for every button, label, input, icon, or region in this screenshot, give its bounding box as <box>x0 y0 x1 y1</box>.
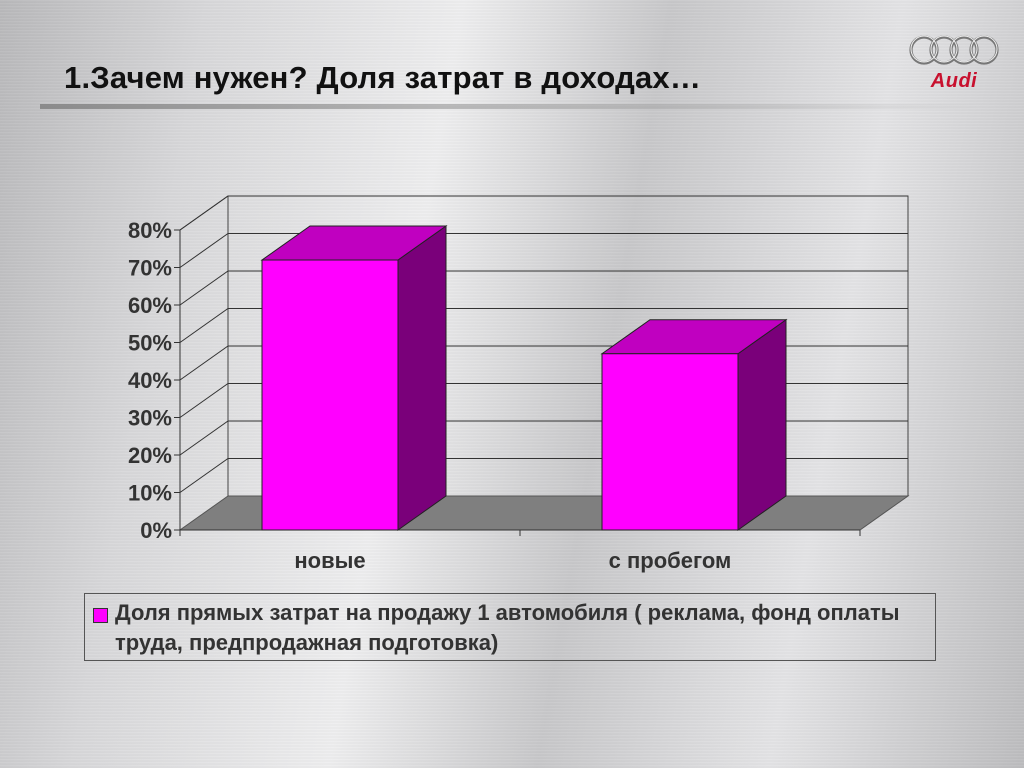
y-tick-label: 30% <box>128 406 172 431</box>
legend-swatch <box>93 608 108 623</box>
bar-side <box>737 318 787 531</box>
chart-bars <box>260 225 788 531</box>
y-tick-label: 40% <box>128 368 172 393</box>
y-tick-label: 60% <box>128 293 172 318</box>
legend-label: Доля прямых затрат на продажу 1 автомоби… <box>115 600 900 655</box>
y-tick-label: 20% <box>128 443 172 468</box>
gridline <box>179 195 908 231</box>
audi-logo-text: Audi <box>930 70 978 92</box>
slide-title: 1.Зачем нужен? Доля затрат в доходах… <box>64 60 702 95</box>
y-tick-label: 0% <box>140 518 172 543</box>
audi-rings-icon <box>909 35 999 65</box>
y-tick-labels: 0% 10% 20% 30% 40% 50% 60% 70% 80% <box>128 218 172 543</box>
bar <box>261 259 399 531</box>
y-tick-label: 50% <box>128 331 172 356</box>
x-category-label: новые <box>294 548 365 573</box>
gridline <box>179 270 908 306</box>
gridline <box>179 308 908 343</box>
title-underline <box>40 104 984 109</box>
bar-side <box>397 225 447 531</box>
y-tick-label: 10% <box>128 481 172 506</box>
x-category-labels: новые с пробегом <box>294 548 731 573</box>
chart-legend: Доля прямых затрат на продажу 1 автомоби… <box>84 593 936 661</box>
bar <box>601 353 739 531</box>
y-tick-label: 70% <box>128 256 172 281</box>
y-tick-label: 80% <box>128 218 172 243</box>
x-category-label: с пробегом <box>609 548 732 573</box>
gridline <box>179 233 908 268</box>
